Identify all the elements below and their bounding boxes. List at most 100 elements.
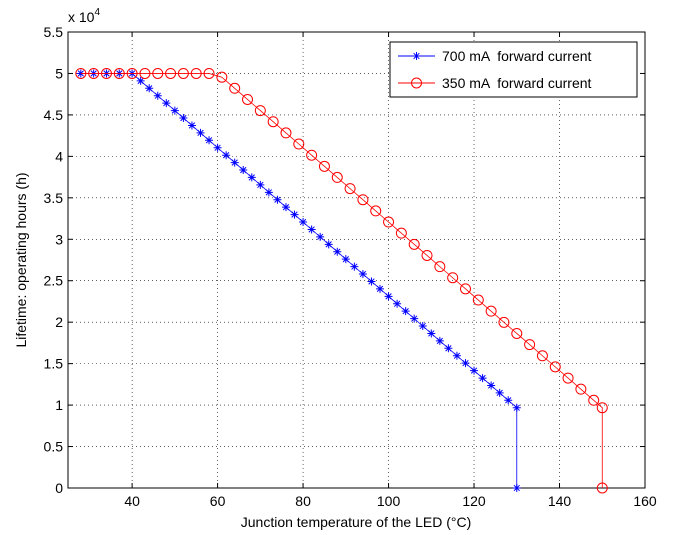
marker [203,67,215,79]
marker [459,283,471,295]
y-tick-label: 3.5 [44,190,64,206]
marker [187,121,196,130]
marker [333,247,342,256]
marker [478,374,487,383]
y-tick-label: 3 [55,231,63,247]
marker [267,116,279,128]
x-axis-label: Junction temperature of the LED (°C) [241,514,471,530]
marker [324,240,333,249]
marker [412,52,421,60]
marker [487,381,496,390]
x-tick-label: 100 [377,493,401,509]
marker [281,203,290,212]
plot-frame [67,31,646,489]
marker [504,396,513,405]
marker [145,84,154,93]
legend: 700 mA forward current 350 mA forward cur… [389,41,638,98]
marker [242,93,254,105]
series-line [80,73,603,488]
marker [472,294,484,306]
y-tick-label: 0 [55,480,63,496]
legend-label: 350 mA forward current [442,75,592,91]
y-tick-label: 4.5 [44,107,64,123]
y-tick-label: 0.5 [44,439,64,455]
marker [596,402,608,414]
marker [410,314,419,323]
marker [434,261,446,273]
y-tick-label: 4 [55,148,63,164]
marker [162,99,171,108]
marker [350,262,359,271]
marker [418,321,427,330]
marker [495,388,504,397]
marker [256,180,265,189]
marker [136,76,145,85]
y-tick-label: 2.5 [44,273,64,289]
marker [411,77,422,89]
marker [395,227,407,239]
marker [435,336,444,345]
y-multiplier-base: x 10 [68,9,95,25]
y-tick-label: 1.5 [44,356,64,372]
x-tick-label: 160 [633,493,657,509]
marker [357,194,369,206]
x-tick-label: 60 [210,493,226,509]
marker [524,339,536,351]
marker [318,160,330,172]
marker [239,166,248,175]
legend-box [389,41,638,98]
marker [511,327,523,339]
marker [177,67,189,79]
x-tick-label: 140 [548,493,572,509]
marker [384,292,393,301]
marker [76,69,85,78]
marker [376,284,385,293]
x-tick-label: 120 [462,493,486,509]
marker [213,143,222,152]
marker [75,67,87,79]
marker [485,305,497,317]
y-tick-label: 5 [55,65,63,81]
marker [264,188,273,197]
marker [290,210,299,219]
marker [222,151,231,160]
marker [512,484,521,492]
marker [179,114,188,123]
marker [113,67,125,79]
marker [229,82,241,94]
marker [367,277,376,286]
marker [408,238,420,250]
marker [170,106,179,115]
marker [293,138,305,150]
marker [393,299,402,308]
y-multiplier-exp: 4 [94,7,100,18]
y-tick-label: 2 [55,314,63,330]
marker [401,307,410,316]
marker [421,249,433,261]
marker [470,366,479,375]
marker [596,482,608,494]
marker [247,173,256,182]
x-tick-label: 80 [295,493,311,509]
marker [306,149,318,161]
marker [331,171,343,183]
marker [307,225,316,234]
marker [230,158,239,167]
marker [280,127,292,139]
marker [216,71,228,83]
marker [205,136,214,145]
marker [165,67,177,79]
marker [190,67,202,79]
marker [575,383,587,395]
x-tick-label: 40 [124,493,140,509]
marker [139,67,151,79]
marker [549,361,561,373]
marker [341,255,350,264]
marker [383,216,395,228]
marker [152,67,164,79]
marker [536,350,548,362]
marker [196,128,205,137]
marker [100,67,112,79]
marker [126,67,138,79]
marker [316,232,325,241]
